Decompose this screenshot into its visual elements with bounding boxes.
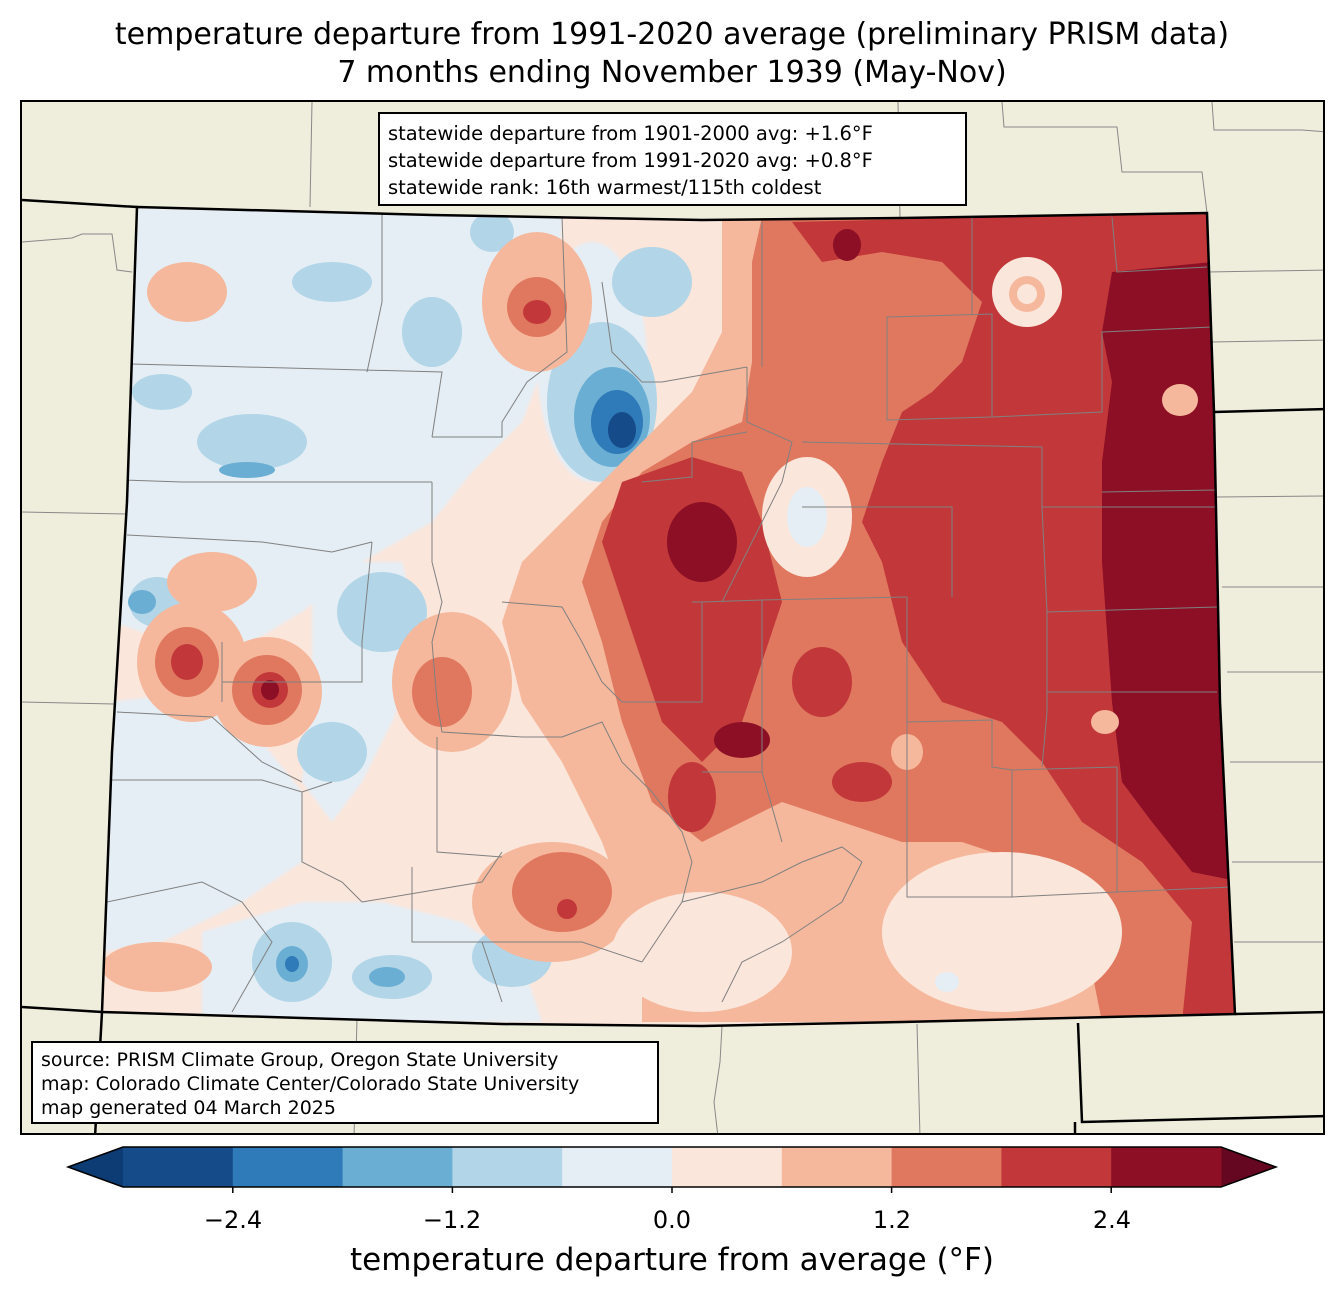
colorbar-outline <box>65 1146 1279 1188</box>
map-subtitle: 7 months ending November 1939 (May-Nov) <box>337 55 1007 90</box>
stat-departure-1901-2000: statewide departure from 1901-2000 avg: … <box>388 122 873 145</box>
map-panel <box>20 100 1325 1135</box>
generated-date-line: map generated 04 March 2025 <box>41 1097 336 1119</box>
colorbar-tick: 0.0 <box>652 1206 692 1234</box>
colorado-border <box>100 205 1237 1028</box>
colorbar-bin <box>1111 1147 1222 1187</box>
colorado-map <box>22 102 1323 1133</box>
colorbar-tick: −2.4 <box>203 1206 263 1234</box>
colorbar-bin <box>1001 1147 1112 1187</box>
source-box: source: PRISM Climate Group, Oregon Stat… <box>31 1041 659 1124</box>
colorbar-tick: 2.4 <box>1092 1206 1132 1234</box>
colorbar-bin <box>672 1147 783 1187</box>
colorbar-title: temperature departure from average (°F) <box>350 1242 994 1278</box>
source-line: source: PRISM Climate Group, Oregon Stat… <box>41 1049 559 1071</box>
colorbar-bin <box>891 1147 1002 1187</box>
colorbar-bin <box>452 1147 563 1187</box>
stat-rank: statewide rank: 16th warmest/115th colde… <box>388 176 822 199</box>
colorbar-bin <box>562 1147 673 1187</box>
county-lines <box>106 212 1233 1013</box>
map-title: temperature departure from 1991-2020 ave… <box>114 17 1230 52</box>
colorbar-extend-high <box>1221 1147 1276 1187</box>
statewide-stats-box: statewide departure from 1901-2000 avg: … <box>378 112 967 206</box>
colorbar-tick: 1.2 <box>872 1206 912 1234</box>
colorbar-tick: −1.2 <box>422 1206 482 1234</box>
neighbor-state-lines <box>22 102 1323 1133</box>
map-credit-line: map: Colorado Climate Center/Colorado St… <box>41 1073 580 1095</box>
colorbar-bin <box>232 1147 344 1187</box>
temperature-field <box>102 207 1235 1026</box>
colorbar <box>65 1146 1279 1193</box>
colorbar-bin <box>781 1147 893 1187</box>
colorbar-extend-low <box>68 1147 123 1187</box>
colorbar-bin <box>123 1147 234 1187</box>
colorbar-bin <box>342 1147 453 1187</box>
stat-departure-1991-2020: statewide departure from 1991-2020 avg: … <box>388 149 873 172</box>
